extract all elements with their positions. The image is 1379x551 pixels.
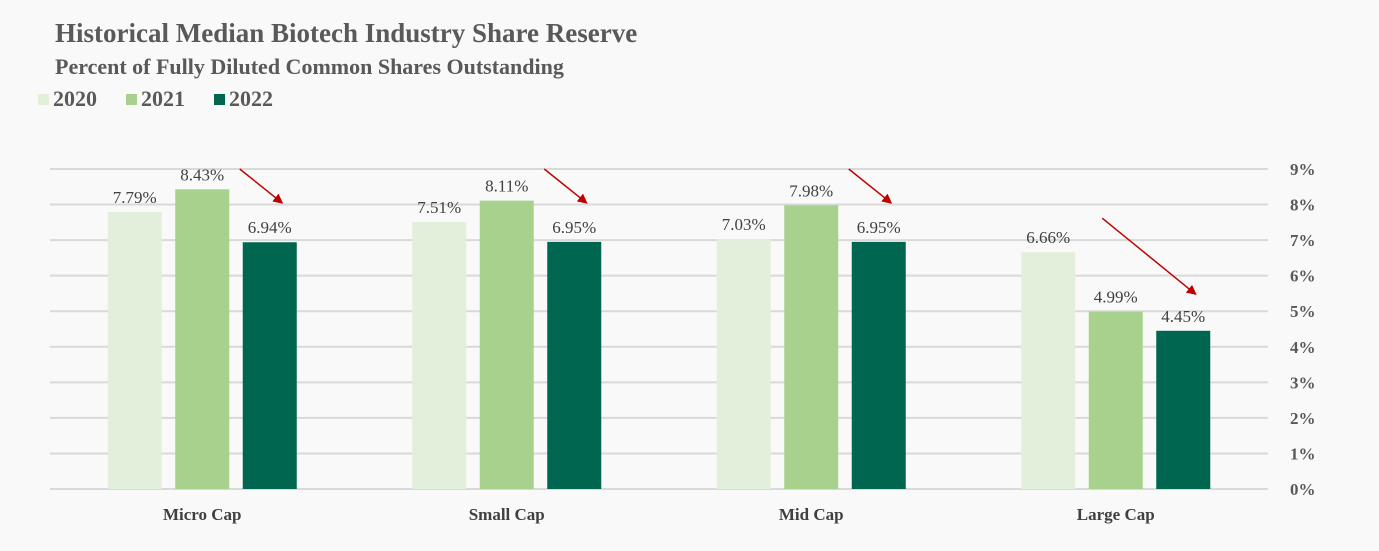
data-label: 8.43% bbox=[180, 165, 224, 184]
data-labels: 7.79% 8.43% 6.94% 7.51% 8.11% 6.95% 7.03% 7.98%… bbox=[113, 165, 1205, 326]
y-tick-label: 7% bbox=[1290, 231, 1316, 250]
y-tick-label: 6% bbox=[1290, 267, 1316, 286]
y-tick-label: 1% bbox=[1290, 444, 1316, 463]
bar-2021-micro-cap bbox=[175, 189, 230, 489]
y-tick-label: 5% bbox=[1290, 302, 1316, 321]
annotations bbox=[239, 168, 1197, 296]
bar-2020-micro-cap bbox=[107, 212, 162, 489]
decline-arrow bbox=[848, 168, 893, 204]
x-category-label: Mid Cap bbox=[779, 505, 844, 524]
decline-arrow bbox=[543, 168, 588, 204]
legend-swatch-2021 bbox=[126, 93, 137, 105]
data-label: 7.98% bbox=[789, 181, 833, 200]
chart-title: Historical Median Biotech Industry Share… bbox=[55, 18, 638, 48]
data-label: 6.95% bbox=[552, 218, 596, 237]
decline-arrow bbox=[1101, 217, 1197, 296]
legend-swatch-2022 bbox=[214, 93, 225, 105]
data-label: 6.95% bbox=[857, 218, 901, 237]
bar-2021-small-cap bbox=[479, 200, 534, 489]
chart-subtitle: Percent of Fully Diluted Common Shares O… bbox=[55, 54, 564, 79]
legend-item-2022: 2022 bbox=[214, 86, 273, 112]
x-axis: Micro Cap Small Cap Mid Cap Large Cap bbox=[163, 505, 1155, 524]
bar-2022-large-cap bbox=[1156, 330, 1211, 489]
data-label: 7.79% bbox=[113, 188, 157, 207]
legend-item-2020: 2020 bbox=[38, 86, 97, 112]
y-tick-label: 2% bbox=[1290, 409, 1316, 428]
data-label: 8.11% bbox=[485, 177, 528, 196]
bar-2020-large-cap bbox=[1021, 252, 1076, 489]
legend-item-2021: 2021 bbox=[126, 86, 185, 112]
x-category-label: Micro Cap bbox=[163, 505, 242, 524]
legend-label-2021: 2021 bbox=[141, 86, 185, 111]
y-tick-label: 8% bbox=[1290, 196, 1316, 215]
y-tick-label: 9% bbox=[1290, 160, 1316, 179]
bar-2020-mid-cap bbox=[716, 239, 771, 489]
y-tick-label: 4% bbox=[1290, 338, 1316, 357]
legend-swatch-2020 bbox=[38, 93, 49, 105]
x-category-label: Small Cap bbox=[469, 505, 545, 524]
bar-2022-small-cap bbox=[547, 241, 602, 489]
legend-label-2022: 2022 bbox=[229, 86, 273, 111]
y-axis: 0% 1% 2% 3% 4% 5% 6% 7% 8% 9% bbox=[1290, 160, 1316, 499]
decline-arrow bbox=[239, 168, 284, 204]
data-label: 6.66% bbox=[1026, 228, 1070, 247]
gridlines bbox=[50, 168, 1268, 490]
data-label: 7.51% bbox=[417, 198, 461, 217]
data-label: 4.45% bbox=[1161, 307, 1205, 326]
bar-2020-small-cap bbox=[412, 221, 467, 489]
data-label: 4.99% bbox=[1094, 288, 1138, 307]
y-tick-label: 3% bbox=[1290, 373, 1316, 392]
bar-2022-micro-cap bbox=[242, 242, 297, 489]
data-label: 6.94% bbox=[248, 218, 292, 237]
bar-2021-large-cap bbox=[1088, 311, 1143, 489]
legend-label-2020: 2020 bbox=[53, 86, 97, 111]
bar-2022-mid-cap bbox=[851, 241, 906, 489]
data-label: 7.03% bbox=[722, 215, 766, 234]
y-tick-label: 0% bbox=[1290, 480, 1316, 499]
x-category-label: Large Cap bbox=[1077, 505, 1155, 524]
bar-2021-mid-cap bbox=[784, 205, 839, 489]
bars bbox=[107, 189, 1211, 489]
